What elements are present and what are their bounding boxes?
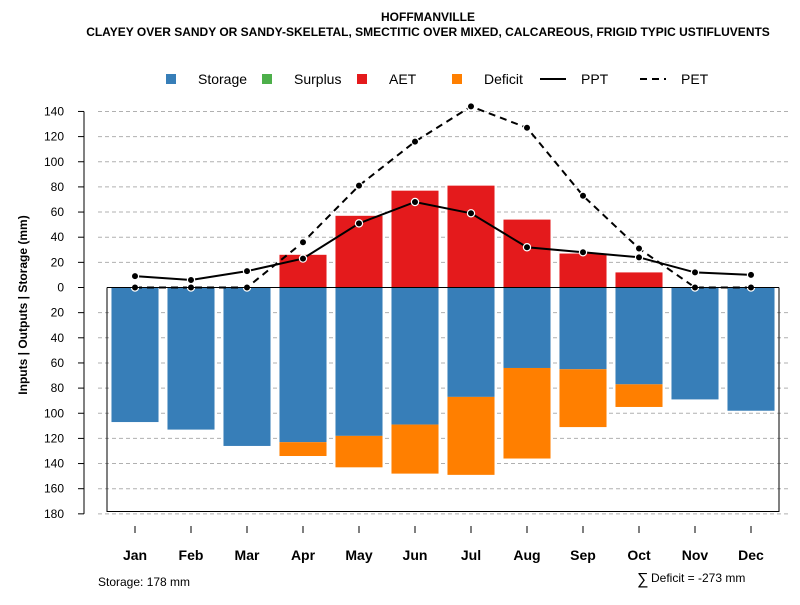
y-tick-label: 140	[44, 457, 64, 471]
pet-point-oct	[634, 244, 644, 253]
aet-bar-aug	[503, 219, 551, 288]
y-tick-label: 120	[44, 431, 64, 445]
ppt-point-feb	[186, 275, 196, 285]
pet-point-apr	[298, 238, 308, 247]
chart-subtitle: CLAYEY OVER SANDY OR SANDY-SKELETAL, SME…	[86, 25, 770, 39]
y-tick-label: 40	[51, 230, 65, 244]
pet-point-sep	[578, 191, 588, 200]
y-tick-label: 160	[44, 482, 64, 496]
ppt-point-jan	[130, 271, 140, 281]
storage-bar-sep	[559, 287, 607, 370]
y-tick-label: 120	[44, 130, 64, 144]
deficit-bar-may	[335, 435, 383, 468]
legend-ppt-label: PPT	[581, 71, 609, 87]
deficit-bar-apr	[279, 442, 327, 457]
ppt-point-apr	[298, 254, 308, 263]
storage-bar-jan	[111, 287, 159, 423]
bars	[111, 185, 775, 475]
storage-bar-apr	[279, 287, 327, 443]
legend-surplus-label: Surplus	[294, 71, 341, 87]
y-tick-label: 40	[51, 331, 65, 345]
x-tick-label-dec: Dec	[738, 547, 764, 563]
ppt-point-aug	[522, 243, 532, 252]
legend-surplus-swatch	[262, 74, 272, 84]
ppt-point-oct	[634, 253, 644, 262]
pet-point-may	[354, 181, 364, 190]
axes: 140 120 100 80 60 40 20 0 20 40 60 80 100 120 140 160 18…	[44, 104, 780, 563]
legend-deficit-swatch	[452, 74, 462, 84]
y-tick-label: 20	[51, 255, 65, 269]
aet-bar-sep	[559, 253, 607, 288]
legend-storage-label: Storage	[198, 71, 247, 87]
deficit-bar-jun	[391, 424, 439, 474]
y-tick-label: 60	[51, 356, 65, 370]
pet-point-jul	[466, 102, 476, 111]
x-tick-label-mar: Mar	[235, 547, 260, 563]
x-tick-label-jul: Jul	[461, 547, 481, 563]
pet-point-jun	[410, 137, 420, 146]
x-tick-label-feb: Feb	[179, 547, 204, 563]
legend-aet-swatch	[357, 74, 367, 84]
y-tick-label: 180	[44, 507, 64, 521]
legend-aet-label: AET	[389, 71, 417, 87]
x-tick-label-may: May	[345, 547, 372, 563]
aet-bar-jul	[447, 185, 495, 288]
y-tick-label: 100	[44, 406, 64, 420]
sum-icon: ∑	[637, 571, 648, 588]
ppt-point-jul	[466, 209, 476, 218]
y-tick-label: 100	[44, 155, 64, 169]
storage-bar-jun	[391, 287, 439, 425]
x-tick-label-jan: Jan	[123, 547, 147, 563]
x-tick-label-oct: Oct	[627, 547, 651, 563]
y-tick-label: 60	[51, 205, 65, 219]
ppt-point-sep	[578, 248, 588, 257]
storage-bar-may	[335, 287, 383, 436]
deficit-bar-jul	[447, 396, 495, 475]
storage-bar-dec	[727, 287, 775, 411]
chart-title: HOFFMANVILLE	[381, 10, 475, 24]
storage-bar-mar	[223, 287, 271, 446]
y-tick-label: 0	[57, 281, 64, 295]
x-tick-label-apr: Apr	[291, 547, 316, 563]
storage-footer: Storage: 178 mm	[98, 575, 190, 589]
x-tick-label-jun: Jun	[403, 547, 428, 563]
ppt-point-jun	[410, 197, 420, 207]
pet-line	[135, 105, 751, 289]
storage-bar-oct	[615, 287, 663, 385]
y-tick-label: 20	[51, 306, 65, 320]
storage-bar-aug	[503, 287, 551, 368]
deficit-bar-aug	[503, 367, 551, 459]
legend-pet-label: PET	[681, 71, 709, 87]
ppt-point-dec	[746, 270, 756, 280]
y-axis-label: Inputs | Outputs | Storage (mm)	[16, 215, 30, 394]
legend-storage-swatch	[166, 74, 176, 84]
x-tick-label-sep: Sep	[570, 547, 596, 563]
aet-bar-jun	[391, 190, 439, 288]
x-tick-label-aug: Aug	[513, 547, 540, 563]
ppt-point-nov	[690, 268, 700, 277]
y-tick-label: 140	[44, 104, 64, 118]
series-lines	[130, 102, 756, 292]
storage-bar-jul	[447, 287, 495, 397]
plot-box	[106, 287, 780, 512]
ppt-point-mar	[242, 266, 252, 276]
deficit-bar-oct	[615, 384, 663, 407]
legend-deficit-label: Deficit	[484, 71, 523, 87]
y-tick-label: 80	[51, 180, 65, 194]
y-tick-label: 80	[51, 381, 65, 395]
deficit-footer: Deficit = -273 mm	[651, 571, 745, 585]
pet-point-aug	[522, 123, 532, 132]
legend: Storage Surplus AET Deficit PPT PET	[166, 71, 709, 87]
aet-bar-may	[335, 215, 383, 288]
ppt-point-may	[354, 219, 364, 228]
storage-bar-feb	[167, 287, 215, 430]
x-tick-label-nov: Nov	[682, 547, 709, 563]
deficit-bar-sep	[559, 369, 607, 428]
storage-bar-nov	[671, 287, 719, 400]
aet-bar-oct	[615, 272, 663, 288]
ppt-line	[134, 200, 752, 281]
